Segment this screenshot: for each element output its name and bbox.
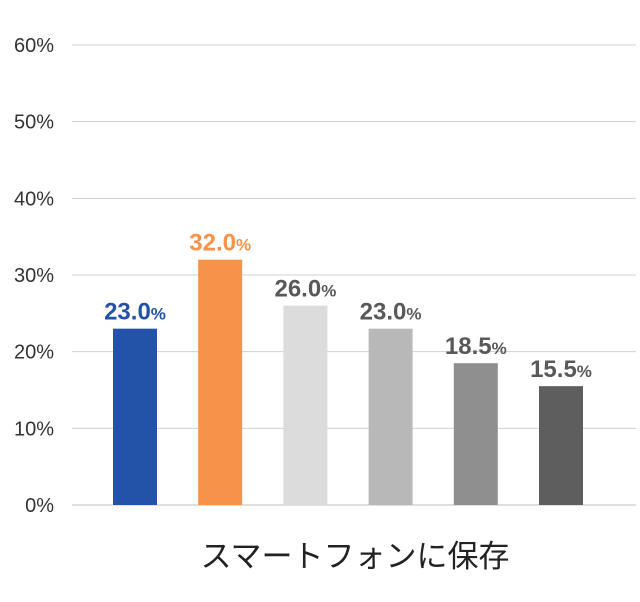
y-tick-label: 50% <box>14 112 54 134</box>
x-axis-label: スマートフォンに保存 <box>200 539 509 575</box>
data-label-value: 23.0 <box>360 299 407 326</box>
y-tick-label: 0% <box>25 495 54 517</box>
data-label: 15.5% <box>530 356 592 383</box>
y-axis-ticks: 0% 10% 20% 30% 40% 50% 60% <box>14 35 54 517</box>
bar <box>539 386 583 505</box>
bar <box>198 259 243 505</box>
y-tick-label: 60% <box>14 35 54 57</box>
bar <box>453 363 498 505</box>
data-label-value: 15.5 <box>530 356 577 383</box>
data-label: 32.0% <box>189 230 251 257</box>
data-label-unit: % <box>236 236 251 255</box>
y-tick-label: 10% <box>14 418 54 440</box>
data-label: 26.0% <box>274 276 336 303</box>
y-tick-label: 30% <box>14 265 54 287</box>
data-label-unit: % <box>406 305 421 324</box>
y-tick-label: 20% <box>14 342 54 364</box>
data-label-value: 26.0 <box>274 276 321 303</box>
data-label-unit: % <box>151 305 166 324</box>
data-label-value: 18.5 <box>445 333 492 360</box>
data-label-unit: % <box>492 339 507 358</box>
bar <box>368 328 413 505</box>
data-label: 18.5% <box>445 333 507 360</box>
data-label: 23.0% <box>360 299 422 326</box>
data-label: 23.0% <box>104 299 166 326</box>
data-labels: 23.0%32.0%26.0%23.0%18.5%15.5% <box>104 230 592 383</box>
data-label-unit: % <box>321 282 336 301</box>
data-label-unit: % <box>577 362 592 381</box>
y-tick-label: 40% <box>14 188 54 210</box>
bar <box>283 305 328 505</box>
data-label-value: 32.0 <box>189 230 236 257</box>
bar <box>113 328 157 505</box>
bars <box>113 259 583 505</box>
gridlines <box>72 44 636 506</box>
data-label-value: 23.0 <box>104 299 151 326</box>
